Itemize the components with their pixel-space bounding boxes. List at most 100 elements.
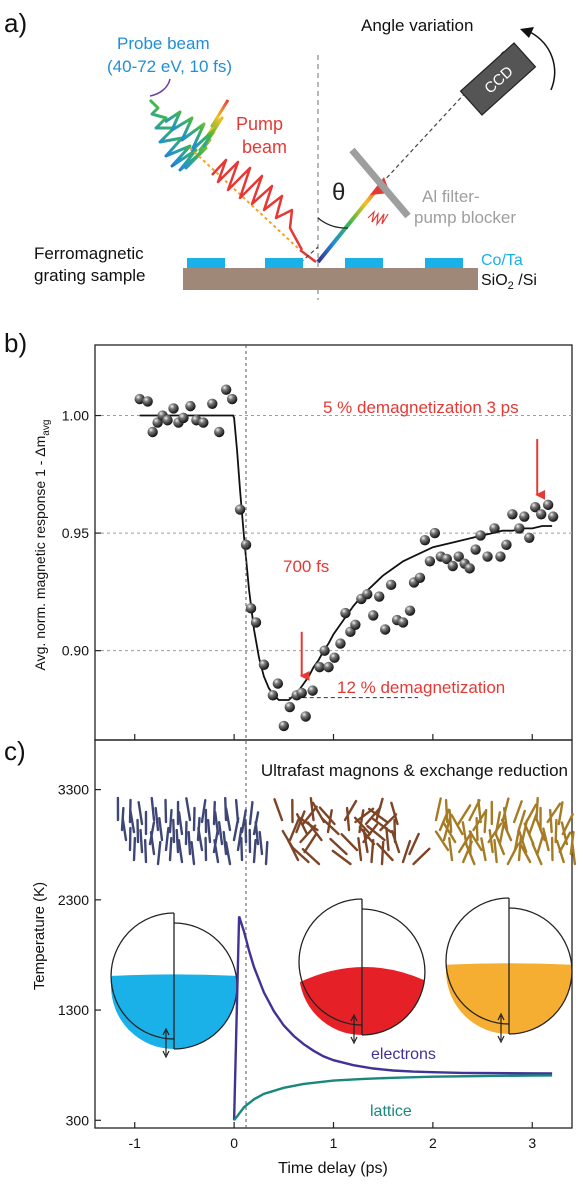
annotation-3ps: 5 % demagnetization 3 ps [323, 398, 519, 417]
plot-c-y-tick-label: 300 [66, 1112, 90, 1128]
spin-arrow [493, 838, 498, 864]
spin-arrow [168, 808, 173, 834]
plot-b-data-point [245, 603, 257, 614]
plot-b-data-point [507, 509, 518, 520]
plot-b-data-point [453, 551, 464, 562]
spin-arrow [340, 833, 359, 852]
spin-arrow [326, 809, 333, 834]
grating-bar [425, 258, 463, 268]
spin-arrow [472, 810, 487, 832]
plot-b-data-point [162, 415, 173, 426]
sample-label-2: grating sample [34, 266, 146, 285]
spin-arrow [121, 817, 128, 842]
plot-b-data-point [482, 551, 493, 562]
plot-b-fit-line [139, 414, 553, 701]
plot-b-data-point [495, 551, 506, 562]
plot-b-data-point [385, 579, 397, 591]
plot-b-data-point [185, 400, 196, 412]
plot-b-data-point [178, 412, 189, 424]
plot-c-y-tick-label: 1300 [58, 1002, 89, 1018]
spin-arrow [287, 839, 300, 862]
spin-arrow [512, 800, 523, 824]
spin-arrow [517, 829, 528, 854]
probe-beam-label: Probe beam [117, 34, 210, 53]
spin-arrow [408, 832, 420, 856]
plot-b-data-point [419, 534, 431, 546]
plot-b-data-point [323, 661, 334, 673]
spin-arrow [273, 798, 284, 822]
plot-b-data-point [142, 396, 153, 407]
spin-arrow [222, 830, 228, 856]
pump-beam-label-2: beam [242, 137, 287, 157]
plot-c-series-layer [232, 916, 553, 1122]
plot-b-data-point [314, 661, 325, 673]
spin-arrow [558, 831, 572, 854]
spin-arrow [372, 817, 393, 834]
spin-arrow [362, 829, 369, 854]
spin-arrow [518, 841, 532, 864]
spin-arrow [258, 830, 264, 856]
spin-arrow [554, 818, 558, 844]
plot-b-data-point [470, 544, 481, 555]
panel-c-label: c) [4, 736, 26, 766]
spin-arrow [288, 818, 300, 842]
plot-b-data-point [489, 523, 500, 534]
theta-arc [317, 217, 349, 229]
plot-b-points-layer [134, 384, 559, 732]
spin-arrow [366, 824, 386, 842]
plot-b-data-point [501, 539, 512, 551]
pump-beam-label: Pump [236, 114, 283, 134]
plot-b-data-point [447, 560, 458, 572]
plot-b-fit-line-layer [139, 414, 553, 701]
spin-arrow [480, 837, 487, 862]
double-arrow-icon [497, 1012, 505, 1044]
spin-arrow [158, 816, 164, 842]
occupation-sphere-icon [445, 897, 573, 1044]
filter-label: Al filter- [422, 187, 480, 206]
spin-arrow [192, 806, 196, 832]
al-filter-plate [349, 147, 411, 219]
theta-symbol: θ [332, 179, 345, 206]
plot-b-data-point [547, 511, 559, 522]
spin-arrow [164, 826, 170, 852]
plot-b-data-point [441, 553, 452, 565]
ccd-detector: CCD [459, 42, 537, 116]
spin-arrow [390, 829, 401, 854]
plot-b-data-point [414, 572, 426, 583]
spin-arrow [187, 830, 192, 856]
spin-arrow [240, 836, 244, 862]
plot-b-data-point [329, 652, 340, 663]
plot-b-data-point [319, 645, 330, 656]
occupation-spheres [110, 897, 573, 1059]
spin-arrow [483, 808, 488, 834]
plot-b-data-point [267, 690, 279, 701]
spin-arrow [357, 836, 363, 862]
spin-arrow [468, 830, 483, 852]
plot-b-data-point [134, 393, 145, 405]
plot-c-title: Ultrafast magnons & exchange reduction [261, 761, 568, 780]
plot-b-data-point [519, 511, 530, 522]
spin-arrow [506, 843, 520, 866]
plot-b-data-point [284, 701, 295, 713]
spin-arrow [444, 798, 449, 824]
spin-arrow [364, 806, 382, 826]
plot-b-data-point [168, 403, 179, 414]
plot-b-data-point [524, 532, 535, 543]
plot-b-data-point [272, 678, 284, 689]
blocked-pump-icon [367, 210, 389, 227]
annotation-700fs: 700 fs [283, 557, 329, 576]
plot-b-data-point [278, 720, 290, 732]
grating-bar [265, 258, 303, 268]
plot-b-y-ticks: 0.90 0.95 1.00 [62, 408, 533, 740]
probe-wavepacket-icon [148, 98, 301, 251]
panel-c-temperature-plot: c) Ultrafast magnons & exchange reductio… [4, 736, 577, 1177]
spin-arrow [232, 817, 240, 842]
plot-b-data-point [379, 624, 391, 635]
spin-arrow [309, 796, 315, 822]
spin-arrow [290, 846, 310, 864]
reflected-probe-beam [316, 181, 384, 264]
spin-arrow [450, 813, 464, 836]
plot-b-data-point [258, 659, 270, 670]
spin-arrow [536, 831, 545, 856]
plot-b-data-point [214, 426, 225, 438]
